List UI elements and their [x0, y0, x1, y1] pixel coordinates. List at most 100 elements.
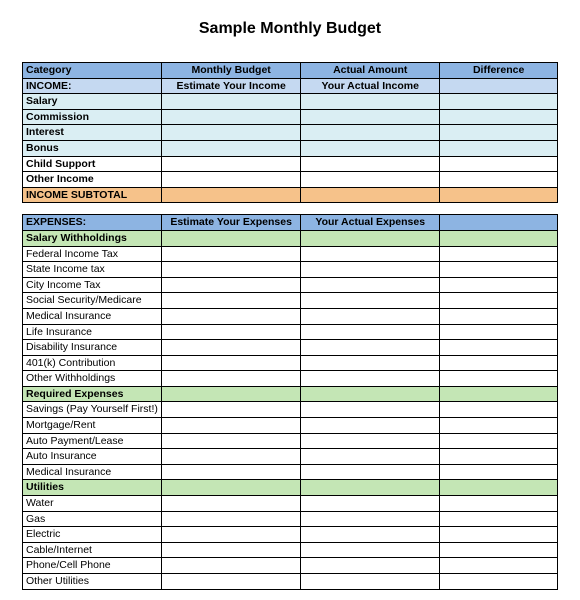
cell — [162, 125, 301, 141]
cell: Mortgage/Rent — [23, 418, 162, 434]
cell — [301, 246, 440, 262]
table-row: Phone/Cell Phone — [23, 558, 558, 574]
cell — [440, 402, 558, 418]
cell: INCOME: — [23, 78, 162, 94]
page-title: Sample Monthly Budget — [22, 20, 558, 38]
cell — [440, 371, 558, 387]
cell — [440, 230, 558, 246]
cell: Your Actual Income — [301, 78, 440, 94]
cell: Bonus — [23, 140, 162, 156]
table-row: Required Expenses — [23, 386, 558, 402]
cell — [301, 340, 440, 356]
cell: Cable/Internet — [23, 542, 162, 558]
cell — [162, 371, 301, 387]
table-row: Salary — [23, 94, 558, 110]
cell — [440, 246, 558, 262]
cell — [440, 125, 558, 141]
cell — [162, 308, 301, 324]
cell — [440, 558, 558, 574]
cell — [301, 574, 440, 590]
cell — [162, 293, 301, 309]
cell: Medical Insurance — [23, 308, 162, 324]
cell — [301, 511, 440, 527]
cell: Gas — [23, 511, 162, 527]
cell — [440, 511, 558, 527]
cell: Water — [23, 496, 162, 512]
table-row — [23, 203, 558, 215]
table-row: INCOME SUBTOTAL — [23, 187, 558, 203]
cell — [301, 371, 440, 387]
cell — [440, 156, 558, 172]
cell — [162, 340, 301, 356]
cell — [301, 480, 440, 496]
table-row: Water — [23, 496, 558, 512]
budget-table: CategoryMonthly BudgetActual AmountDiffe… — [22, 62, 558, 590]
cell: 401(k) Contribution — [23, 355, 162, 371]
cell — [162, 94, 301, 110]
table-row: Medical Insurance — [23, 308, 558, 324]
cell — [301, 262, 440, 278]
cell — [162, 402, 301, 418]
cell — [440, 187, 558, 203]
cell: Auto Insurance — [23, 449, 162, 465]
cell — [301, 324, 440, 340]
cell: State Income tax — [23, 262, 162, 278]
table-row: Auto Payment/Lease — [23, 433, 558, 449]
table-row: INCOME:Estimate Your IncomeYour Actual I… — [23, 78, 558, 94]
cell: Your Actual Expenses — [301, 215, 440, 231]
table-row: 401(k) Contribution — [23, 355, 558, 371]
cell — [162, 262, 301, 278]
cell — [440, 78, 558, 94]
cell — [162, 418, 301, 434]
cell — [301, 172, 440, 188]
cell — [440, 262, 558, 278]
table-row: Bonus — [23, 140, 558, 156]
table-row: EXPENSES:Estimate Your ExpensesYour Actu… — [23, 215, 558, 231]
cell: INCOME SUBTOTAL — [23, 187, 162, 203]
cell — [440, 480, 558, 496]
table-row: Mortgage/Rent — [23, 418, 558, 434]
cell — [440, 308, 558, 324]
cell — [301, 433, 440, 449]
cell — [301, 542, 440, 558]
cell: City Income Tax — [23, 277, 162, 293]
cell: Medical Insurance — [23, 464, 162, 480]
cell — [301, 464, 440, 480]
cell — [301, 94, 440, 110]
cell — [440, 418, 558, 434]
table-row: Auto Insurance — [23, 449, 558, 465]
spacer-cell — [440, 203, 558, 215]
cell — [440, 94, 558, 110]
cell: Federal Income Tax — [23, 246, 162, 262]
table-row: Cable/Internet — [23, 542, 558, 558]
cell: Interest — [23, 125, 162, 141]
cell: Electric — [23, 527, 162, 543]
cell: Estimate Your Expenses — [162, 215, 301, 231]
cell — [440, 340, 558, 356]
table-row: Federal Income Tax — [23, 246, 558, 262]
cell — [301, 527, 440, 543]
cell — [162, 527, 301, 543]
table-row: Interest — [23, 125, 558, 141]
cell — [440, 109, 558, 125]
cell — [301, 355, 440, 371]
cell — [440, 172, 558, 188]
cell — [301, 125, 440, 141]
cell — [162, 449, 301, 465]
cell — [162, 140, 301, 156]
cell — [301, 496, 440, 512]
table-row: Medical Insurance — [23, 464, 558, 480]
cell — [440, 324, 558, 340]
table-row: Commission — [23, 109, 558, 125]
cell: Other Utilities — [23, 574, 162, 590]
cell — [162, 109, 301, 125]
cell — [440, 464, 558, 480]
cell: EXPENSES: — [23, 215, 162, 231]
cell — [162, 496, 301, 512]
table-row: State Income tax — [23, 262, 558, 278]
table-row: City Income Tax — [23, 277, 558, 293]
cell — [440, 293, 558, 309]
cell — [162, 172, 301, 188]
cell: Child Support — [23, 156, 162, 172]
cell — [162, 246, 301, 262]
